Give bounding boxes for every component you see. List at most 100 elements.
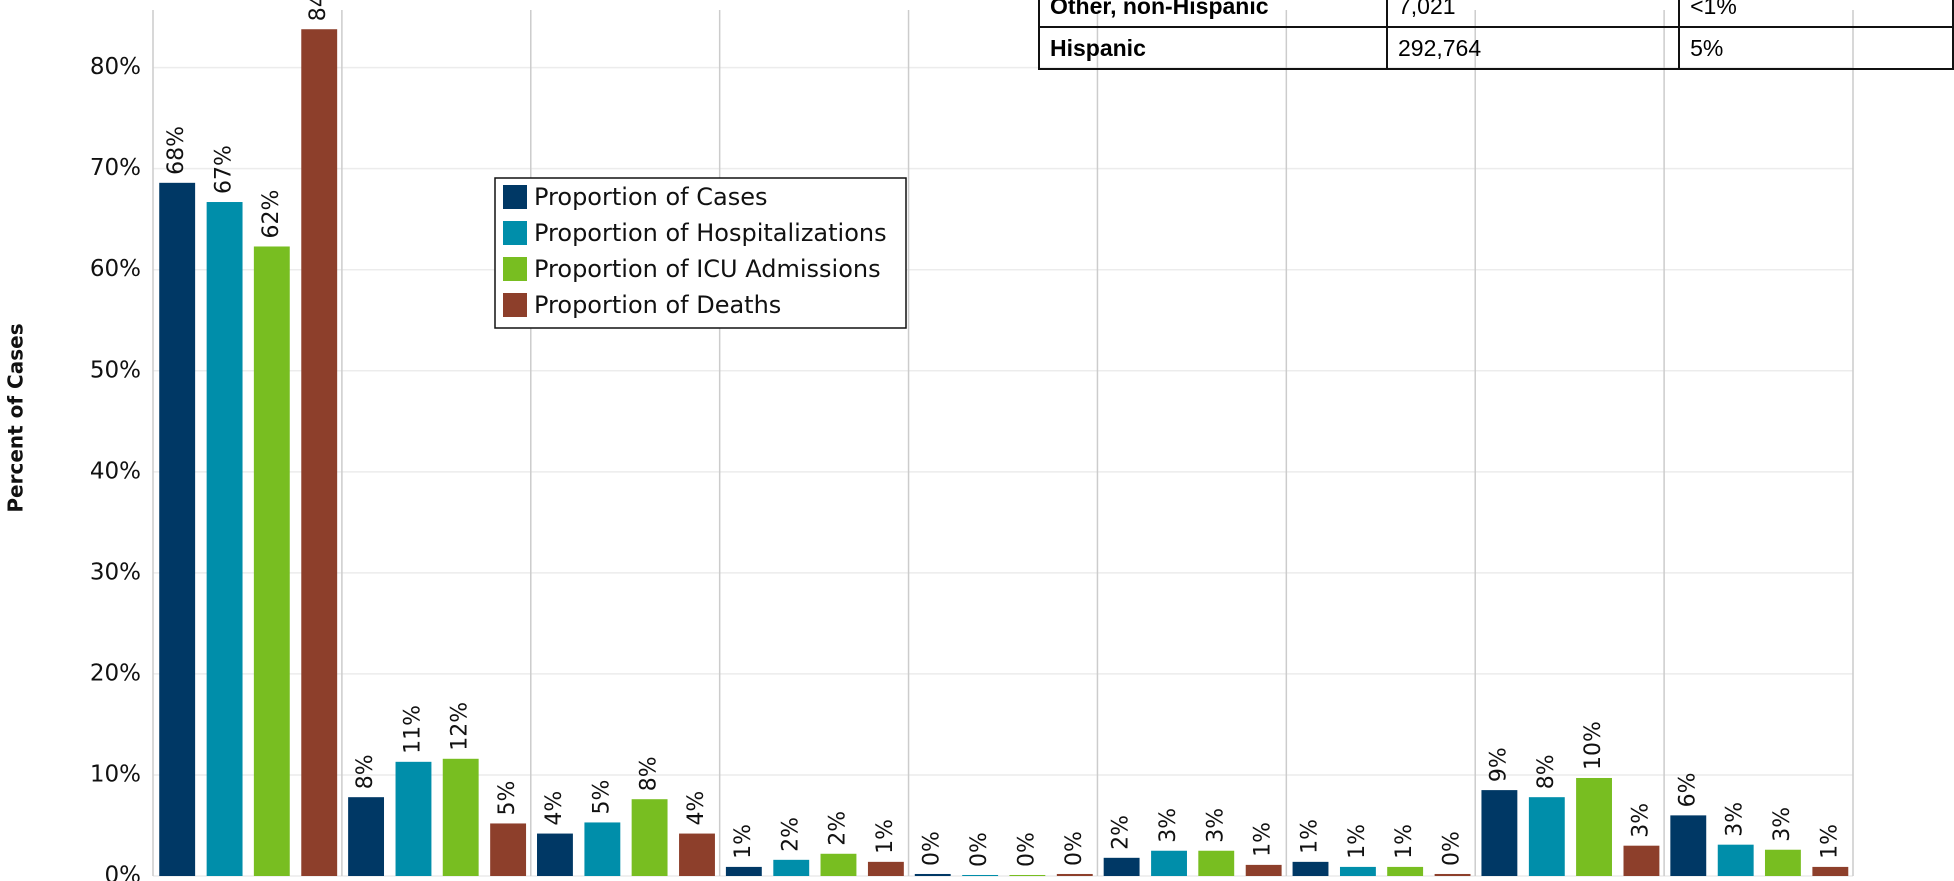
y-tick-label: 30% (90, 559, 141, 585)
data-label: 84% (306, 0, 331, 21)
bar (1245, 864, 1282, 876)
bar (679, 833, 715, 876)
bar (395, 761, 432, 876)
legend-label: Proportion of Deaths (534, 291, 781, 319)
table-row: Other, non-Hispanic 7,021 <1% (1038, 0, 1954, 28)
legend-box (494, 177, 907, 329)
legend-label: Proportion of Hospitalizations (534, 219, 887, 247)
bar (1764, 849, 1801, 876)
bar (301, 29, 338, 877)
cell: Hispanic (1038, 26, 1388, 70)
data-label: 1% (731, 824, 756, 859)
bar (1812, 866, 1849, 876)
bar (725, 866, 762, 876)
bar (159, 182, 196, 876)
y-axis-label: Percent of Cases (4, 323, 28, 512)
legend: Proportion of Cases Proportion of Hospita… (494, 177, 907, 329)
bar (1481, 790, 1518, 876)
data-label: 1% (1298, 819, 1323, 854)
bar (490, 823, 527, 876)
data-label: 3% (1203, 808, 1228, 843)
data-label: 1% (1251, 822, 1276, 857)
legend-swatch (503, 185, 527, 209)
bar (1387, 866, 1424, 876)
bar (867, 861, 904, 876)
data-label: 3% (1770, 807, 1795, 842)
legend-swatch (503, 221, 527, 245)
cell: 292,764 (1385, 26, 1681, 70)
data-label: 4% (542, 791, 567, 826)
legend-label: Proportion of ICU Admissions (534, 255, 881, 283)
y-tick-label: 40% (90, 458, 141, 484)
data-label: 3% (1628, 803, 1653, 838)
bar (962, 874, 999, 876)
y-tick-label: 70% (90, 155, 141, 181)
bar (1198, 850, 1235, 876)
data-label: 5% (495, 781, 520, 816)
data-label: 2% (1109, 815, 1134, 850)
bar (442, 758, 479, 876)
data-label: 9% (1486, 747, 1511, 782)
cell: Other, non-Hispanic (1038, 0, 1388, 28)
data-label: 6% (1675, 772, 1700, 807)
bar (253, 246, 290, 877)
bar (1670, 815, 1707, 876)
bar (1009, 874, 1046, 876)
y-tick-label: 60% (90, 256, 141, 282)
data-label: 5% (589, 780, 614, 815)
cell: 5% (1678, 26, 1954, 70)
bar (1103, 857, 1140, 876)
bar (1623, 845, 1660, 876)
y-tick-label: 20% (90, 660, 141, 686)
cell: <1% (1678, 0, 1954, 28)
bar (537, 833, 573, 876)
data-label: 8% (637, 756, 662, 791)
table: Other, non-Hispanic 7,021 <1% Hispanic 292,… (1038, 0, 1954, 70)
y-tick-label: 0% (105, 863, 142, 881)
legend-swatch (503, 257, 527, 281)
data-label: 67% (212, 145, 237, 194)
bar (348, 797, 385, 876)
bar (1292, 861, 1329, 876)
cell: 7,021 (1385, 0, 1681, 28)
table-row: Hispanic 292,764 5% (1038, 26, 1954, 70)
data-label: 4% (684, 791, 709, 826)
data-label: 0% (967, 832, 992, 867)
bar (1717, 844, 1754, 876)
bar (584, 822, 621, 876)
bar (1056, 873, 1093, 876)
data-label: 1% (1817, 824, 1842, 859)
data-label: 0% (1440, 831, 1465, 866)
data-label: 0% (920, 831, 945, 866)
bar (206, 202, 243, 876)
data-label: 12% (448, 702, 473, 751)
data-label: 1% (1345, 824, 1370, 859)
legend-swatch (503, 293, 527, 317)
bar (1576, 777, 1612, 876)
data-label: 68% (164, 126, 189, 175)
data-label: 1% (1392, 824, 1417, 859)
data-label: 8% (1534, 754, 1559, 789)
data-label: 0% (1014, 832, 1039, 867)
legend-label: Proportion of Cases (534, 183, 767, 211)
y-tick-label: 80% (90, 54, 141, 80)
data-label: 0% (1062, 831, 1087, 866)
bar (631, 799, 668, 876)
data-label: 2% (825, 811, 850, 846)
data-label: 3% (1156, 808, 1181, 843)
bar (820, 853, 857, 876)
data-label: 62% (259, 190, 284, 239)
y-tick-label: 10% (90, 761, 141, 787)
bar (1528, 797, 1565, 876)
bar (773, 859, 810, 876)
bar (914, 873, 951, 876)
data-label: 1% (873, 819, 898, 854)
bar (1339, 866, 1376, 876)
data-label: 3% (1723, 802, 1748, 837)
data-label: 2% (778, 817, 803, 852)
data-label: 10% (1581, 721, 1606, 770)
y-tick-label: 50% (90, 357, 141, 383)
bar (1434, 873, 1471, 876)
